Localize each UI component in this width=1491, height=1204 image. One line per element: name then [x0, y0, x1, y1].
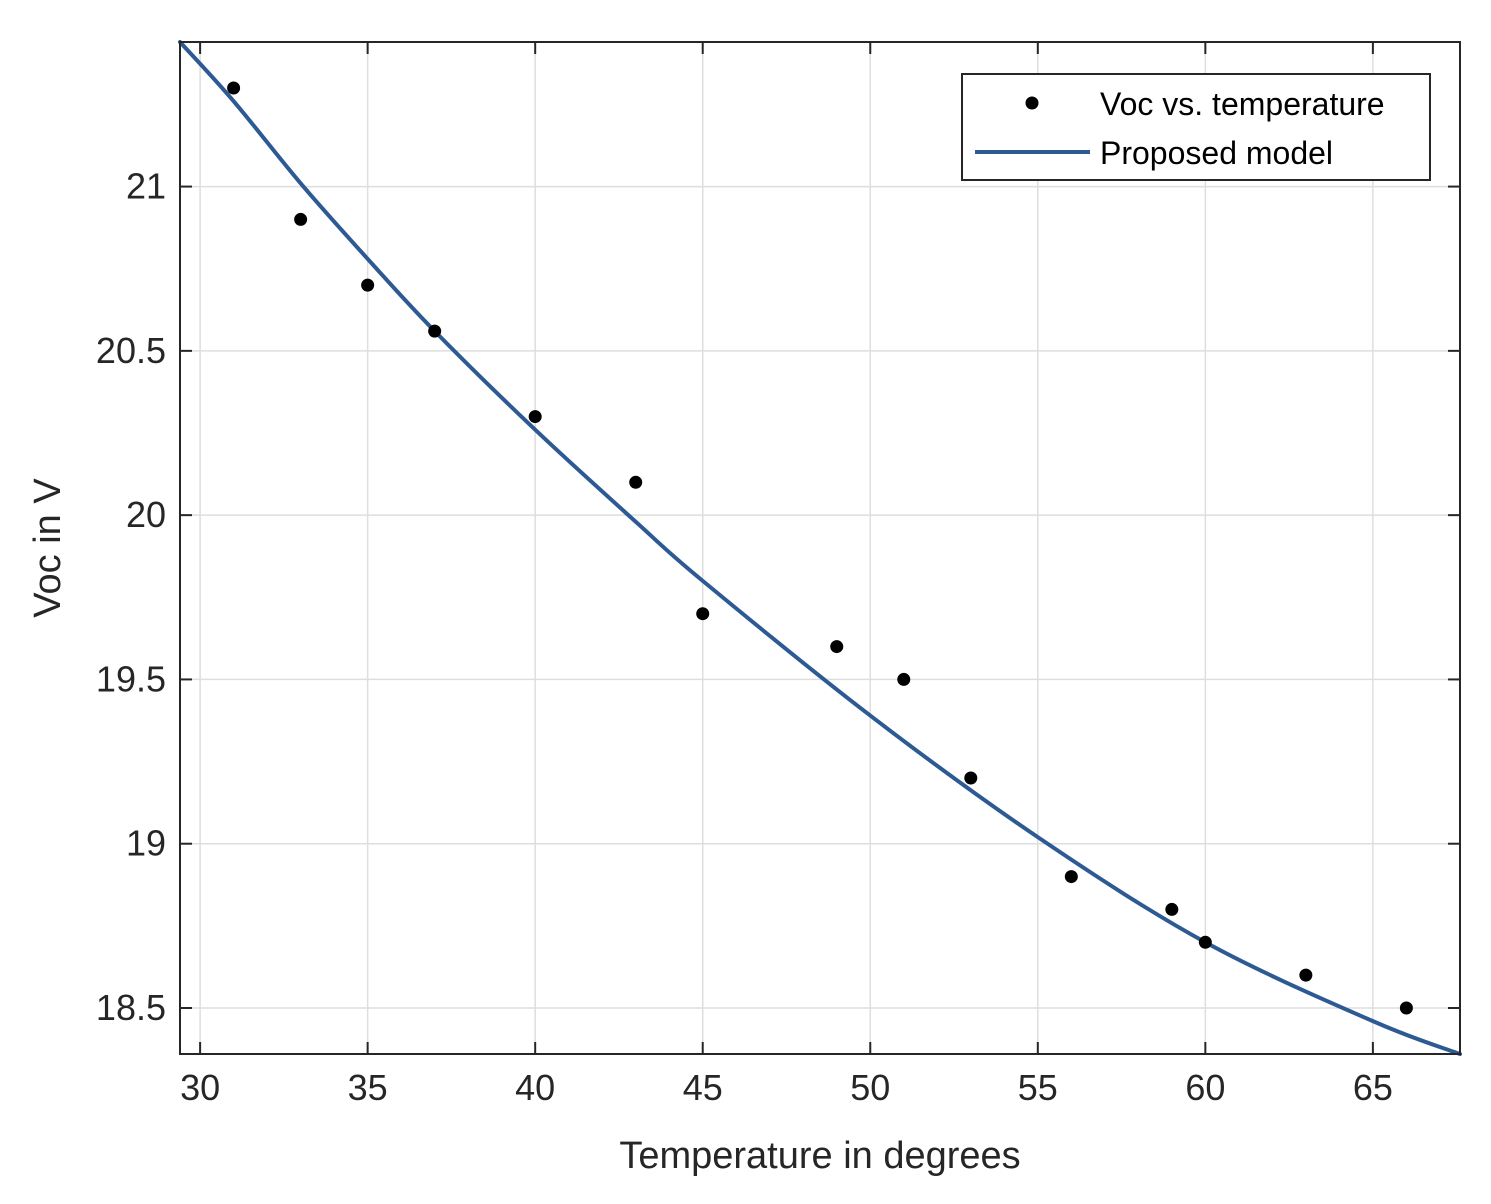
ticks	[180, 42, 1460, 1054]
y-tick-label: 19	[126, 823, 166, 864]
series-voc-vs-temperature	[227, 81, 1413, 1015]
data-point	[830, 640, 844, 654]
x-tick-label: 50	[850, 1067, 890, 1108]
x-tick-label: 40	[515, 1067, 555, 1108]
legend-label-line: Proposed model	[1100, 135, 1333, 171]
data-point	[696, 607, 710, 621]
legend-marker-points	[1025, 96, 1039, 110]
legend-box	[961, 73, 1431, 181]
x-axis-title: Temperature in degrees	[619, 1135, 1020, 1177]
data-point	[361, 278, 375, 292]
data-point	[964, 771, 978, 785]
data-point	[1399, 1001, 1413, 1015]
data-point	[1064, 870, 1078, 884]
y-tick-label: 18.5	[96, 987, 166, 1028]
legend-label-points: Voc vs. temperature	[1100, 86, 1385, 122]
legend: Voc vs. temperature Proposed model	[961, 73, 1431, 181]
y-tick-label: 20.5	[96, 330, 166, 371]
x-tick-labels: 30 35 40 45 50 55 60 65	[180, 1067, 1393, 1108]
x-tick-label: 35	[348, 1067, 388, 1108]
data-point	[897, 672, 911, 686]
data-point	[629, 475, 643, 489]
y-tick-label: 20	[126, 494, 166, 535]
plot-frame	[179, 41, 1461, 1055]
data-point	[1165, 902, 1179, 916]
x-tick-label: 55	[1018, 1067, 1058, 1108]
data-point	[294, 212, 308, 226]
plot-area	[180, 42, 1460, 1054]
data-point	[1198, 935, 1212, 949]
y-tick-label: 19.5	[96, 658, 166, 699]
y-axis-title: Voc in V	[27, 478, 69, 618]
x-tick-label: 45	[683, 1067, 723, 1108]
x-tick-label: 30	[180, 1067, 220, 1108]
data-point	[528, 410, 542, 424]
data-point	[227, 81, 241, 95]
grid	[180, 42, 1460, 1054]
y-tick-label: 21	[126, 166, 166, 207]
data-point	[428, 324, 442, 338]
y-tick-labels: 18.5 19 19.5 20 20.5 21	[96, 166, 166, 1028]
x-tick-label: 60	[1185, 1067, 1225, 1108]
data-point	[1299, 968, 1313, 982]
x-tick-label: 65	[1353, 1067, 1393, 1108]
